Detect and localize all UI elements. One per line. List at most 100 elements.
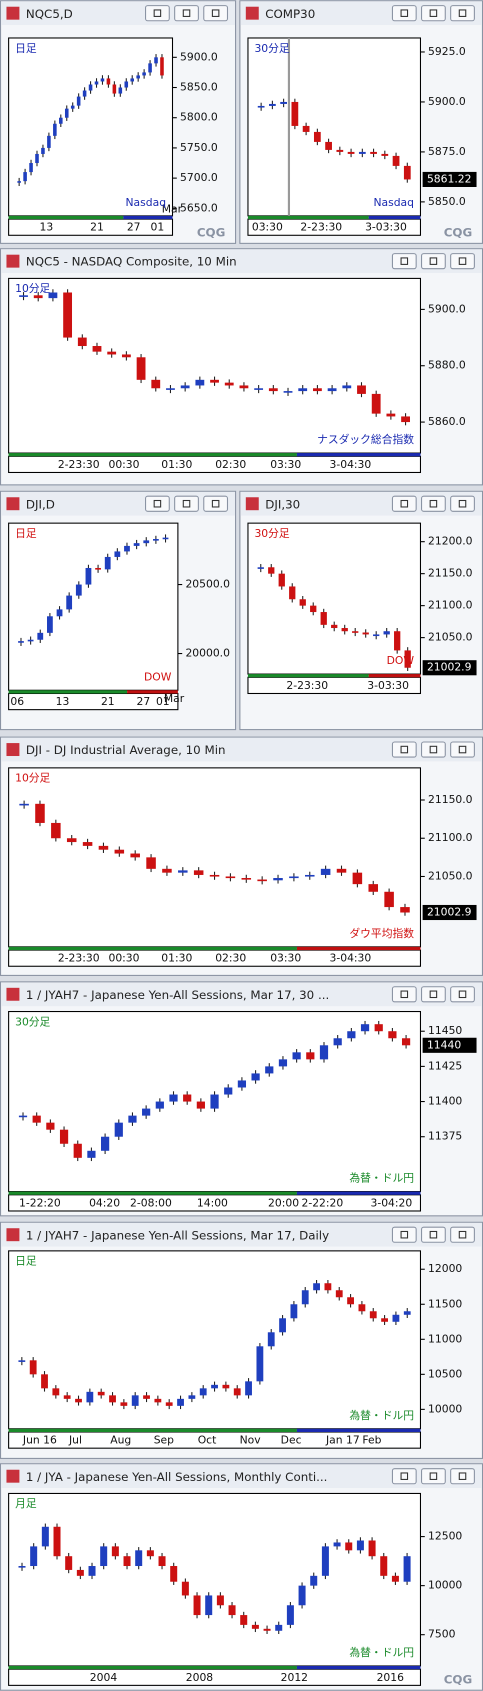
y-tick-label: 5925.0 — [428, 45, 466, 58]
x-tick-label: 01:30 — [161, 458, 192, 471]
window-title: NQC5,D — [26, 7, 73, 21]
minimize-button[interactable] — [391, 5, 417, 22]
close-button[interactable] — [450, 1226, 475, 1243]
restore-button[interactable] — [421, 495, 446, 512]
close-glyph — [211, 9, 220, 17]
date-axis-bar — [296, 1191, 421, 1195]
x-tick-label: 20:00 — [268, 1196, 299, 1209]
close-button[interactable] — [203, 5, 229, 22]
candle-body — [76, 96, 81, 106]
candle-body — [256, 1346, 264, 1382]
restore-button[interactable] — [421, 741, 446, 758]
cqg-logo: CQG — [444, 226, 472, 240]
plot-area — [247, 522, 422, 675]
y-tick-label: 11000 — [428, 1332, 462, 1345]
candle-body — [87, 1150, 96, 1158]
plot-area — [8, 277, 422, 454]
candle-body — [324, 1283, 332, 1291]
candle-body — [77, 337, 87, 347]
minimize-button[interactable] — [391, 986, 417, 1003]
restore-button[interactable] — [174, 5, 199, 22]
candle-body — [404, 650, 411, 668]
candle-body — [289, 876, 299, 879]
candle-body — [305, 874, 315, 877]
candle-body — [35, 803, 45, 823]
close-button[interactable] — [450, 986, 475, 1003]
candle-body — [320, 612, 327, 625]
candle-body — [392, 1314, 400, 1322]
candle-body — [131, 1395, 139, 1406]
minimize-button[interactable] — [145, 495, 170, 512]
candle-body — [279, 1318, 286, 1333]
minimize-button[interactable] — [145, 5, 170, 22]
candle-body — [155, 1101, 164, 1109]
x-tick-label: 01 — [156, 695, 170, 708]
candle-body — [88, 84, 93, 91]
candle-body — [73, 1143, 82, 1158]
minimize-button[interactable] — [391, 1226, 417, 1243]
candle-body — [130, 853, 140, 858]
candle-body — [383, 631, 390, 635]
minimize-button[interactable] — [391, 253, 417, 270]
x-tick-label: Dec — [281, 1434, 302, 1447]
close-button[interactable] — [450, 1468, 475, 1485]
close-button[interactable] — [450, 741, 475, 758]
index-name: Nasdaq — [126, 196, 167, 209]
candle-body — [193, 1595, 201, 1616]
close-button[interactable] — [203, 495, 229, 512]
candle-body — [66, 838, 77, 843]
restore-button[interactable] — [174, 495, 199, 512]
minimize-button[interactable] — [391, 741, 417, 758]
y-tick-label: 21050.0 — [428, 869, 473, 882]
candle-body — [239, 385, 249, 389]
window-icon — [6, 254, 20, 268]
candle-body — [257, 879, 267, 882]
y-tick-label: 21150.0 — [428, 567, 473, 580]
candle-body — [225, 876, 236, 879]
y-tick-label: 21150.0 — [428, 793, 473, 806]
candle-body — [347, 1297, 354, 1305]
close-button[interactable] — [450, 253, 475, 270]
title-bar — [1, 249, 482, 274]
candle-body — [66, 595, 73, 610]
candle-body — [128, 1115, 137, 1123]
close-glyph — [458, 499, 467, 508]
candle-body — [336, 149, 344, 152]
title-bar — [1, 982, 482, 1007]
candle-body — [374, 1024, 383, 1032]
candle-body — [75, 1398, 82, 1403]
candle-body — [391, 1575, 399, 1582]
index-name: Nasdaq — [373, 196, 414, 209]
minimize-button[interactable] — [391, 495, 417, 512]
candle-body — [47, 135, 51, 148]
title-bar — [1, 737, 482, 762]
candle-body — [177, 1398, 184, 1406]
date-axis-bar — [8, 1428, 297, 1432]
candle-body — [369, 1311, 377, 1319]
x-tick-label: 2-23:30 — [286, 679, 328, 692]
restore-button[interactable] — [421, 5, 446, 22]
candle-body — [98, 845, 109, 850]
minimize-button[interactable] — [391, 1468, 417, 1485]
close-glyph — [458, 990, 467, 999]
candle-body — [251, 1073, 260, 1081]
restore-button[interactable] — [421, 253, 446, 270]
window-icon — [245, 6, 259, 20]
x-tick-label: 14:00 — [197, 1196, 228, 1209]
index-name: 為替・ドル円 — [349, 1172, 414, 1185]
candle-body — [320, 868, 331, 875]
x-tick-label: 2008 — [186, 1671, 214, 1684]
close-button[interactable] — [450, 5, 475, 22]
candle-body — [146, 857, 156, 869]
close-button[interactable] — [450, 495, 475, 512]
cqg-logo: CQG — [197, 226, 225, 240]
restore-button[interactable] — [421, 1226, 446, 1243]
restore-button[interactable] — [421, 1468, 446, 1485]
date-axis-bar — [296, 453, 421, 457]
candle-body — [114, 551, 121, 557]
restore-button[interactable] — [421, 986, 446, 1003]
candle-body — [336, 868, 347, 873]
candle-body — [237, 1080, 247, 1088]
candle-body — [56, 609, 63, 617]
x-tick-label: 3-03:30 — [367, 679, 409, 692]
